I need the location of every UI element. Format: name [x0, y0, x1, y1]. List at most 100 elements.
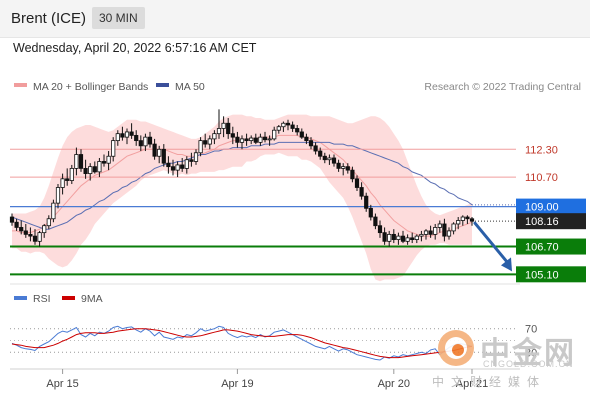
candle-body: [23, 230, 28, 235]
candle-body: [377, 225, 383, 234]
candle: [216, 109, 222, 139]
candle-body: [423, 230, 429, 235]
candle-body: [235, 136, 240, 143]
candle: [120, 126, 125, 141]
candle: [170, 159, 176, 176]
candle: [354, 175, 360, 191]
candle: [290, 121, 295, 132]
candle: [106, 151, 111, 171]
candle: [143, 133, 148, 152]
candle-body: [419, 233, 424, 237]
candle-body: [65, 178, 70, 181]
candle-body: [120, 133, 125, 138]
candle: [387, 230, 392, 247]
zhongjinwang-logo: [438, 330, 474, 366]
candle-body: [134, 135, 139, 142]
candle-body: [285, 122, 291, 126]
candle: [19, 220, 24, 235]
candle: [249, 135, 254, 145]
candle: [419, 230, 424, 242]
candle-body: [92, 166, 97, 173]
candle: [442, 218, 447, 242]
candle-body: [230, 133, 235, 138]
candle-body: [28, 233, 33, 237]
candle-body: [69, 167, 74, 181]
candle-body: [414, 235, 419, 240]
candle: [111, 137, 116, 162]
candle: [295, 124, 300, 136]
candle-body: [267, 138, 272, 141]
candle: [198, 137, 203, 157]
chart-datetime: Wednesday, April 20, 2022 6:57:16 AM CET: [13, 41, 257, 55]
candle: [460, 215, 465, 226]
candle: [239, 135, 245, 150]
timeframe-button[interactable]: 30 MIN: [92, 7, 145, 29]
rsi-level-label: 70: [525, 324, 537, 336]
candle-body: [83, 167, 88, 175]
candle: [147, 131, 153, 148]
candle-body: [216, 128, 222, 135]
candle: [368, 204, 373, 221]
rsi-ma-legend-label: 9MA: [81, 293, 103, 305]
rsi-level-label: 30: [525, 347, 537, 359]
candle-body: [405, 237, 410, 242]
candle-body: [175, 164, 180, 171]
candle-body: [124, 131, 130, 138]
forecast-arrow-head: [501, 257, 512, 272]
candle: [341, 163, 346, 176]
candle-body: [327, 157, 332, 161]
candle: [336, 159, 341, 172]
candle: [14, 218, 19, 231]
candle: [184, 156, 189, 174]
candle: [69, 164, 74, 185]
candle-body: [396, 235, 401, 240]
candle: [405, 234, 410, 245]
candle-body: [456, 220, 461, 225]
candle: [221, 116, 226, 138]
candle-body: [373, 216, 378, 227]
candle: [189, 152, 194, 167]
candle: [318, 147, 323, 160]
candle-body: [32, 235, 38, 242]
candle: [327, 154, 332, 165]
candle-body: [88, 166, 93, 175]
candle-body: [97, 161, 102, 173]
candle: [235, 131, 240, 148]
candle-body: [37, 232, 42, 242]
forecast-arrow: [473, 221, 512, 272]
credit-text: Research © 2022 Trading Central: [424, 81, 581, 93]
rsi-line: [11, 325, 473, 361]
candle-body: [42, 225, 47, 234]
rsi-pane: 70 30: [10, 324, 537, 361]
candle-body: [276, 126, 281, 131]
candle: [42, 223, 47, 238]
candle: [161, 144, 166, 167]
candle-body: [207, 138, 212, 145]
candle-body: [281, 122, 286, 128]
candle-body: [437, 223, 442, 228]
candle-body: [451, 223, 456, 232]
candle: [152, 138, 157, 160]
candle-body: [106, 155, 111, 164]
candle-body: [198, 140, 203, 154]
candle-body: [341, 166, 346, 169]
candle: [129, 123, 134, 139]
candle: [244, 133, 249, 146]
candle: [230, 126, 235, 145]
candle-body: [442, 223, 447, 237]
candle-body: [295, 128, 300, 133]
x-tick-label: Apr 15: [46, 378, 78, 390]
candle-body: [465, 216, 470, 220]
candle: [364, 192, 369, 212]
candle-body: [433, 227, 438, 235]
candle: [253, 133, 258, 145]
candle: [469, 217, 475, 226]
candle: [203, 133, 208, 148]
candle-body: [166, 162, 171, 168]
candle-body: [226, 122, 231, 135]
candle-body: [336, 162, 341, 169]
candle-body: [129, 131, 134, 136]
candle-body: [203, 140, 208, 145]
forecast-arrow-shaft: [473, 221, 511, 266]
resistance-label: 112.30: [525, 144, 558, 156]
